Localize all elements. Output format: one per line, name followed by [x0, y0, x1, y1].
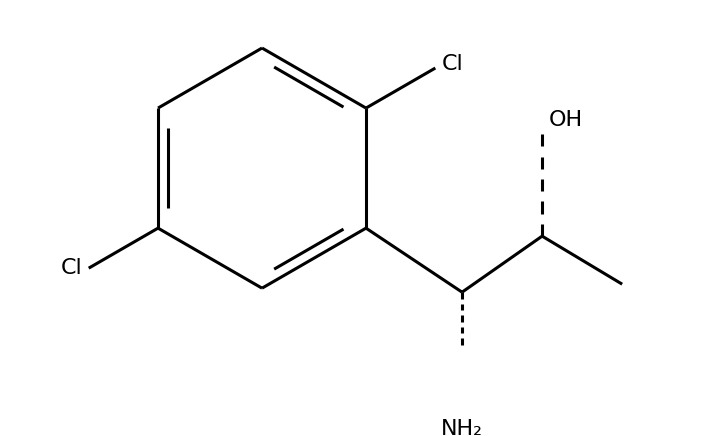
Text: NH₂: NH₂ — [441, 419, 483, 436]
Text: Cl: Cl — [442, 54, 463, 74]
Text: Cl: Cl — [60, 258, 82, 278]
Text: OH: OH — [548, 110, 583, 130]
